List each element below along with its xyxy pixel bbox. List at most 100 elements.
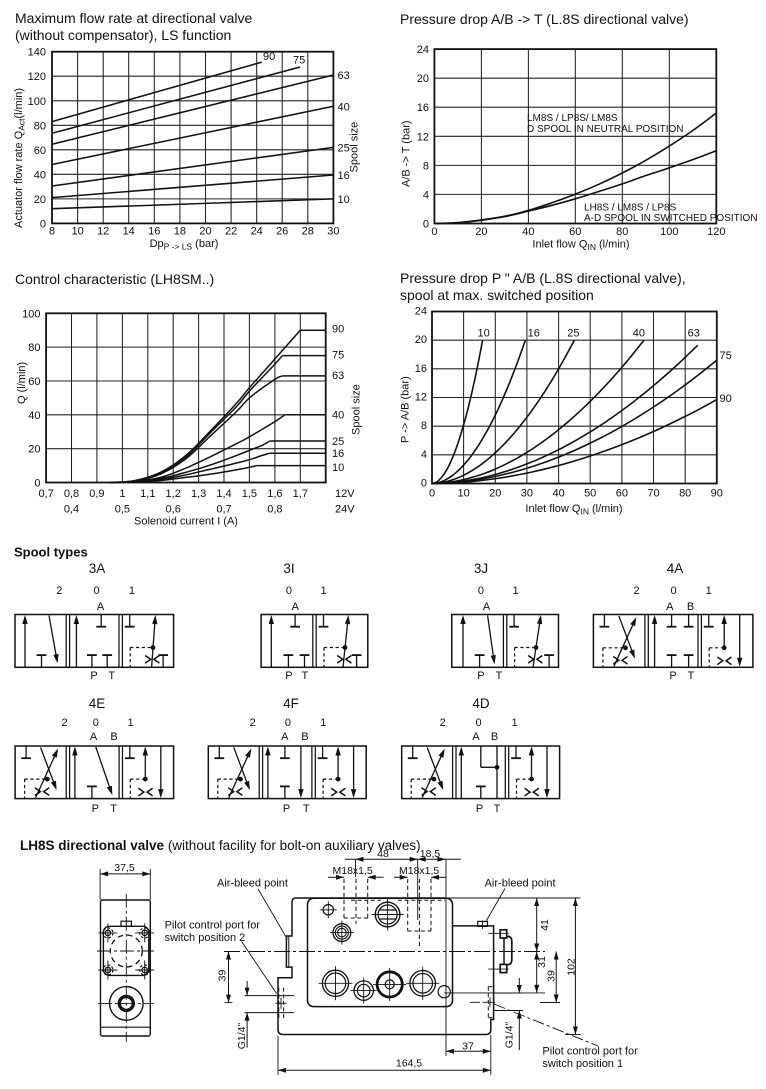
- svg-text:10: 10: [457, 488, 469, 500]
- svg-text:20: 20: [489, 488, 501, 500]
- svg-text:50: 50: [584, 488, 596, 500]
- svg-text:60: 60: [616, 488, 628, 500]
- svg-text:20: 20: [475, 226, 487, 238]
- svg-text:40: 40: [552, 488, 564, 500]
- svg-text:(without compensator), LS func: (without compensator), LS function: [15, 27, 231, 43]
- svg-text:0: 0: [93, 717, 99, 729]
- svg-text:2: 2: [56, 585, 62, 597]
- svg-text:40: 40: [522, 226, 534, 238]
- svg-text:B: B: [110, 731, 117, 743]
- svg-text:24: 24: [251, 226, 263, 238]
- svg-text:10: 10: [477, 328, 489, 340]
- svg-text:90: 90: [711, 488, 723, 500]
- svg-text:8: 8: [421, 420, 427, 432]
- svg-text:T: T: [303, 803, 310, 815]
- svg-text:12V: 12V: [335, 488, 355, 500]
- svg-text:T: T: [302, 670, 309, 682]
- svg-text:30: 30: [521, 488, 533, 500]
- svg-text:8: 8: [49, 226, 55, 238]
- svg-text:Solenoid current I (A): Solenoid current I (A): [134, 516, 238, 528]
- svg-text:25: 25: [332, 436, 344, 448]
- svg-text:1,4: 1,4: [216, 488, 231, 500]
- svg-text:T: T: [108, 670, 115, 682]
- svg-text:4: 4: [421, 449, 427, 461]
- svg-text:Inlet flow QIN (l/min): Inlet flow QIN (l/min): [532, 239, 629, 253]
- svg-text:0,8: 0,8: [64, 488, 79, 500]
- svg-text:18,5: 18,5: [420, 848, 441, 860]
- svg-text:0: 0: [475, 717, 481, 729]
- svg-text:0,8: 0,8: [267, 504, 282, 516]
- svg-text:39: 39: [546, 970, 558, 982]
- svg-text:A: A: [483, 601, 491, 613]
- svg-text:switch position 2: switch position 2: [165, 932, 246, 944]
- svg-text:20: 20: [34, 194, 46, 206]
- svg-text:0: 0: [423, 219, 429, 231]
- svg-text:1: 1: [129, 585, 135, 597]
- svg-text:A: A: [666, 601, 674, 613]
- svg-text:37: 37: [462, 1041, 474, 1053]
- svg-text:100: 100: [22, 308, 40, 320]
- svg-text:A: A: [292, 601, 300, 613]
- svg-text:80: 80: [616, 226, 628, 238]
- svg-text:16: 16: [332, 448, 344, 460]
- svg-text:P: P: [283, 803, 290, 815]
- svg-text:39: 39: [217, 970, 229, 982]
- svg-text:18: 18: [174, 226, 186, 238]
- svg-text:22: 22: [225, 226, 237, 238]
- svg-text:LM8S / LP8S/ LM8S: LM8S / LP8S/ LM8S: [527, 113, 618, 124]
- svg-text:0: 0: [40, 218, 46, 230]
- svg-text:Spool size: Spool size: [351, 384, 363, 435]
- svg-text:0: 0: [285, 717, 291, 729]
- svg-text:0,7: 0,7: [216, 504, 231, 516]
- svg-text:102: 102: [566, 958, 578, 976]
- svg-text:M18x1,5: M18x1,5: [399, 865, 439, 877]
- svg-text:0: 0: [431, 226, 437, 238]
- svg-text:0: 0: [670, 585, 676, 597]
- svg-text:10: 10: [338, 194, 350, 206]
- svg-text:T: T: [494, 803, 501, 815]
- svg-text:A: A: [97, 601, 105, 613]
- svg-text:90: 90: [332, 324, 344, 336]
- svg-text:G1/4": G1/4": [236, 1022, 248, 1049]
- svg-text:0,4: 0,4: [64, 504, 79, 516]
- svg-text:B: B: [491, 731, 498, 743]
- svg-text:10: 10: [71, 226, 83, 238]
- svg-text:12: 12: [417, 131, 429, 143]
- svg-text:P: P: [476, 803, 483, 815]
- svg-text:100: 100: [28, 96, 46, 108]
- svg-text:37,5: 37,5: [114, 862, 135, 874]
- svg-text:P: P: [90, 670, 97, 682]
- svg-text:24V: 24V: [335, 504, 355, 516]
- svg-text:120: 120: [28, 71, 46, 83]
- svg-text:P: P: [92, 803, 99, 815]
- svg-text:T: T: [688, 670, 695, 682]
- svg-text:25: 25: [338, 142, 350, 154]
- svg-text:40: 40: [34, 169, 46, 181]
- svg-text:40: 40: [332, 410, 344, 422]
- svg-text:1,1: 1,1: [140, 488, 155, 500]
- svg-text:4E: 4E: [89, 696, 106, 711]
- svg-text:16: 16: [528, 328, 540, 340]
- svg-text:48: 48: [377, 848, 389, 860]
- svg-text:B: B: [687, 601, 694, 613]
- svg-text:60: 60: [34, 145, 46, 157]
- svg-text:1,2: 1,2: [166, 488, 181, 500]
- svg-text:1: 1: [511, 717, 517, 729]
- svg-text:P: P: [669, 670, 676, 682]
- svg-text:80: 80: [28, 342, 40, 354]
- svg-text:63: 63: [688, 328, 700, 340]
- svg-text:24: 24: [417, 44, 429, 56]
- svg-text:40: 40: [338, 101, 350, 113]
- svg-text:2: 2: [634, 585, 640, 597]
- svg-text:Pilot control port for: Pilot control port for: [165, 920, 261, 932]
- svg-text:16: 16: [148, 226, 160, 238]
- svg-text:Pressure drop A/B -> T (L.8S d: Pressure drop A/B -> T (L.8S directional…: [400, 11, 689, 27]
- svg-text:28: 28: [302, 226, 314, 238]
- svg-text:Pressure drop P " A/B (L.8S di: Pressure drop P " A/B (L.8S directional …: [400, 270, 686, 286]
- svg-text:20: 20: [415, 334, 427, 346]
- svg-text:2: 2: [61, 717, 67, 729]
- svg-text:P: P: [285, 670, 292, 682]
- svg-text:16: 16: [338, 170, 350, 182]
- svg-text:75: 75: [293, 55, 305, 67]
- svg-text:4D: 4D: [472, 696, 490, 711]
